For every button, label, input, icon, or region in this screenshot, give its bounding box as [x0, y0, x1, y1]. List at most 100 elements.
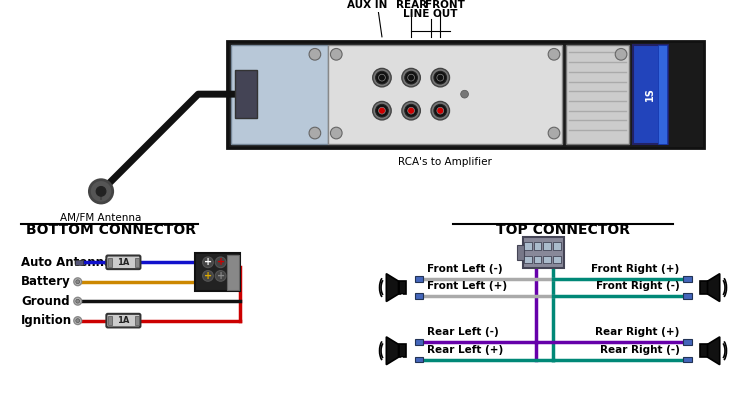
Polygon shape [707, 337, 720, 365]
Text: FRONT: FRONT [425, 0, 465, 9]
Text: 1A: 1A [117, 258, 130, 267]
Circle shape [76, 319, 80, 323]
Bar [517, 245, 524, 260]
Circle shape [431, 68, 449, 87]
Bar [543, 242, 551, 250]
Bar [135, 258, 139, 267]
Circle shape [74, 297, 82, 305]
Bar [700, 344, 707, 357]
Polygon shape [707, 274, 720, 302]
Text: Rear Left (-): Rear Left (-) [427, 327, 499, 337]
Circle shape [376, 71, 388, 84]
Circle shape [89, 180, 112, 203]
Circle shape [373, 68, 392, 87]
Circle shape [408, 107, 415, 114]
Bar [231, 44, 328, 144]
Circle shape [74, 278, 82, 286]
Bar [533, 242, 542, 250]
Text: 1S: 1S [645, 87, 656, 101]
Bar [415, 339, 423, 345]
Circle shape [202, 271, 213, 281]
Text: BOTTOM CONNECTOR: BOTTOM CONNECTOR [26, 223, 196, 237]
Bar [543, 255, 551, 263]
Text: -: - [400, 335, 404, 345]
Text: Battery: Battery [21, 275, 71, 288]
Circle shape [331, 127, 342, 139]
Text: Ground: Ground [21, 295, 70, 308]
Bar [415, 357, 423, 363]
Circle shape [74, 317, 82, 325]
Bar [553, 242, 561, 250]
Bar [524, 242, 532, 250]
Circle shape [76, 299, 80, 303]
Bar [108, 258, 112, 267]
Text: TOP CONNECTOR: TOP CONNECTOR [496, 223, 630, 237]
Text: +: + [217, 258, 225, 267]
Bar [236, 70, 256, 119]
Bar [553, 255, 561, 263]
Text: +: + [700, 335, 708, 345]
Polygon shape [386, 274, 398, 302]
Text: +: + [204, 271, 212, 281]
Circle shape [460, 90, 469, 98]
Circle shape [215, 257, 226, 268]
Circle shape [548, 127, 560, 139]
Bar [415, 276, 423, 282]
Circle shape [408, 74, 415, 81]
Text: LINE OUT: LINE OUT [404, 9, 457, 19]
Bar [328, 44, 562, 144]
Text: AM/FM Antenna: AM/FM Antenna [60, 213, 142, 223]
Text: +: + [204, 258, 212, 267]
Bar [682, 276, 692, 282]
Bar [523, 237, 564, 268]
Text: -: - [702, 293, 706, 303]
Bar [195, 253, 240, 291]
Circle shape [309, 49, 321, 60]
Text: AUX IN: AUX IN [347, 0, 388, 9]
Circle shape [376, 104, 388, 117]
Text: Rear Right (-): Rear Right (-) [599, 345, 680, 355]
Bar [682, 293, 692, 299]
Bar [75, 260, 82, 265]
Text: RCA's to Amplifier: RCA's to Amplifier [398, 157, 492, 167]
Circle shape [96, 187, 106, 196]
Text: +: + [398, 293, 406, 303]
Polygon shape [386, 337, 398, 365]
Text: Auto Antenna: Auto Antenna [21, 256, 112, 269]
Bar [682, 357, 692, 363]
Text: 1A: 1A [117, 316, 130, 325]
Bar [566, 44, 628, 144]
Text: +: + [217, 271, 225, 281]
Bar [398, 344, 406, 357]
Circle shape [548, 49, 560, 60]
Bar [227, 41, 704, 147]
Bar [658, 44, 667, 144]
Bar [633, 44, 668, 144]
Circle shape [434, 104, 446, 117]
Text: -: - [400, 272, 404, 282]
Text: +: + [700, 272, 708, 282]
Text: Front Right (-): Front Right (-) [596, 281, 680, 291]
Circle shape [379, 107, 386, 114]
Text: Front Left (+): Front Left (+) [427, 281, 507, 291]
Text: Rear Right (+): Rear Right (+) [595, 327, 680, 337]
Text: Rear Left (+): Rear Left (+) [427, 345, 503, 355]
Text: Front Left (-): Front Left (-) [427, 264, 502, 274]
Text: +: + [398, 356, 406, 366]
Text: -: - [702, 356, 706, 366]
Bar [533, 255, 542, 263]
Bar [682, 339, 692, 345]
Circle shape [379, 74, 386, 81]
Bar [398, 281, 406, 294]
Circle shape [202, 257, 213, 268]
Text: REAR: REAR [395, 0, 427, 9]
Bar [227, 255, 239, 290]
Circle shape [615, 49, 627, 60]
Bar [135, 316, 139, 325]
FancyBboxPatch shape [106, 255, 140, 269]
Circle shape [309, 127, 321, 139]
Bar [108, 316, 112, 325]
Circle shape [402, 101, 420, 120]
Circle shape [405, 104, 418, 117]
Text: Front Right (+): Front Right (+) [591, 264, 680, 274]
